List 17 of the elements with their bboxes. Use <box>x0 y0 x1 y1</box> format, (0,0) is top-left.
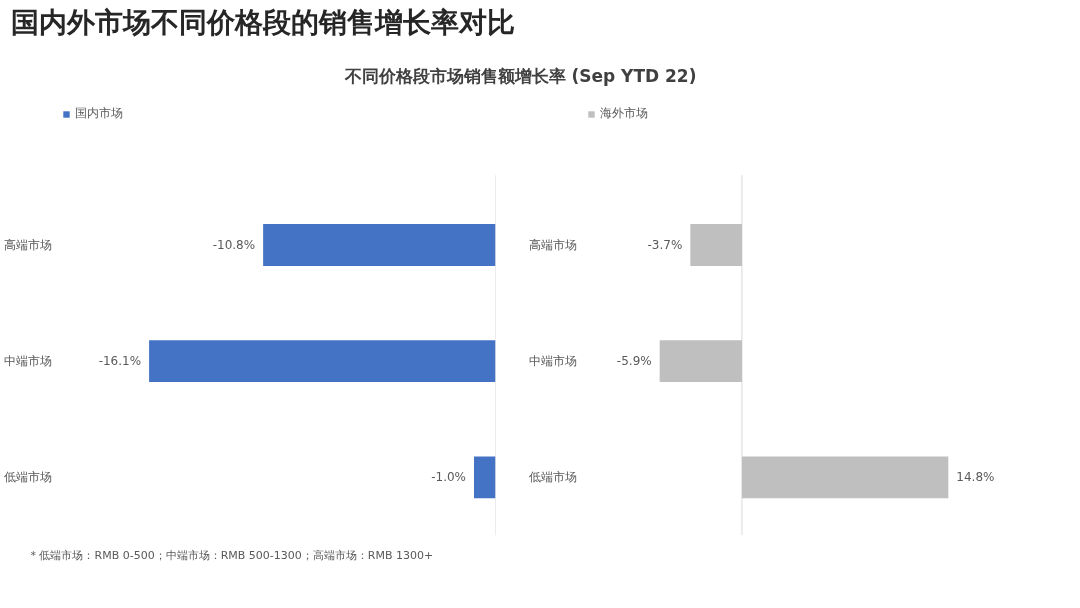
y-tick-label: 高端市场 <box>528 237 577 252</box>
text: * 低端市场：RMB 0-500；中端市场：RMB 500-1300；高端市场：RMB 1300+ <box>30 549 434 562</box>
legend-label: 海外市场 <box>600 105 648 122</box>
data-label: 14.8% <box>956 470 995 485</box>
data-label: -16.1% <box>98 354 142 369</box>
data-label: -10.8% <box>212 237 256 252</box>
chart-title: 国内外市场不同价格段的销售增长率对比 <box>10 6 515 39</box>
chart-subtitle: 不同价格段市场销售额增长率 (Sep YTD 22) <box>343 65 697 86</box>
data-label: -1.0% <box>431 470 466 485</box>
y-tick-label: 低端市场 <box>528 470 577 485</box>
y-tick-label: 中端市场 <box>528 354 577 369</box>
y-tick-label: 高端市场 <box>3 237 52 252</box>
y-tick-label: 中端市场 <box>3 354 52 369</box>
y-tick-label: 低端市场 <box>3 470 52 485</box>
data-label: -5.9% <box>616 354 652 369</box>
data-label: -3.7% <box>647 237 683 252</box>
legend-label: 国内市场 <box>75 105 123 122</box>
